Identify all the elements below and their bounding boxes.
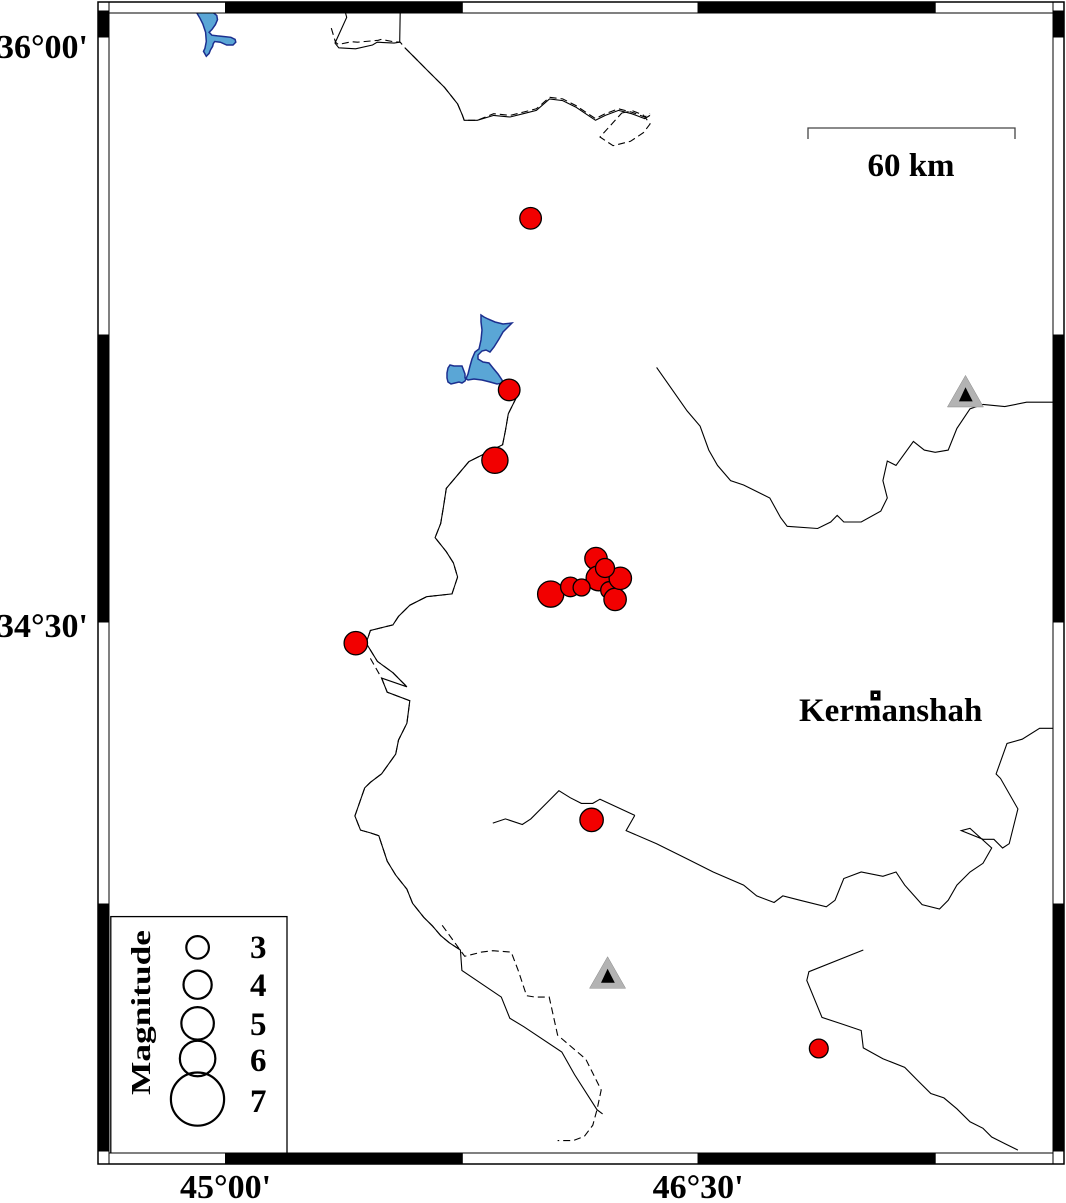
svg-text:7: 7: [250, 1084, 267, 1120]
svg-text:45°00': 45°00': [180, 1169, 271, 1203]
svg-text:5: 5: [250, 1007, 267, 1043]
svg-text:Magnitude: Magnitude: [126, 930, 156, 1095]
svg-text:Kermanshah: Kermanshah: [799, 693, 982, 729]
svg-text:46°30': 46°30': [653, 1169, 744, 1203]
svg-text:4: 4: [250, 968, 267, 1004]
svg-text:34°30': 34°30': [0, 608, 88, 645]
svg-text:3: 3: [250, 930, 267, 966]
svg-text:36°00': 36°00': [0, 29, 88, 66]
svg-text:6: 6: [250, 1043, 267, 1079]
svg-text:60 km: 60 km: [867, 148, 954, 184]
